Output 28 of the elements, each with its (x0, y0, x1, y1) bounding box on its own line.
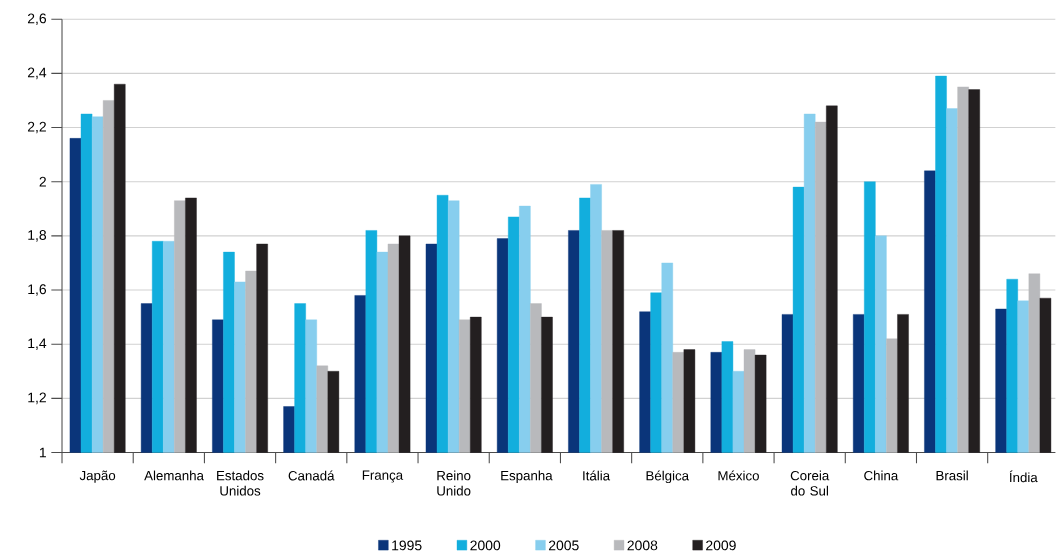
legend-label: 1995 (392, 540, 422, 551)
x-tick-label: Coreia do Sul (790, 470, 830, 496)
legend-label: 2009 (706, 540, 736, 551)
legend-label: 2000 (470, 540, 501, 551)
x-tick-label: Reino Unido (437, 470, 471, 496)
legend-label: 2008 (627, 540, 658, 551)
x-tick-label: França (362, 470, 404, 483)
x-tick-label: Canadá (288, 470, 335, 481)
x-tick-label: Espanha (501, 470, 553, 483)
y-tick-label: 2,4 (27, 67, 47, 79)
legend-label: 2005 (548, 540, 579, 551)
x-tick-label: Estados Unidos (217, 470, 264, 496)
x-tick-label: Itália (583, 470, 611, 481)
y-tick-label: 1,4 (28, 338, 47, 350)
x-tick-label: Brasil (936, 470, 968, 481)
y-tick-label: 2,6 (27, 13, 47, 25)
x-tick-label: Alemanha (144, 470, 204, 481)
y-tick-label: 1 (39, 447, 46, 458)
x-tick-label: Japão (79, 470, 116, 483)
y-tick-label: 2 (39, 176, 46, 187)
x-tick-label: Índia (1009, 470, 1038, 482)
y-tick-label: 1,2 (28, 392, 46, 404)
y-tick-label: 2,2 (27, 121, 46, 134)
x-tick-label: China (864, 470, 899, 481)
y-tick-label: 1,6 (28, 284, 47, 296)
x-tick-label: Bélgica (646, 470, 690, 483)
x-tick-label: México (718, 470, 759, 481)
y-tick-label: 1,8 (28, 229, 47, 242)
